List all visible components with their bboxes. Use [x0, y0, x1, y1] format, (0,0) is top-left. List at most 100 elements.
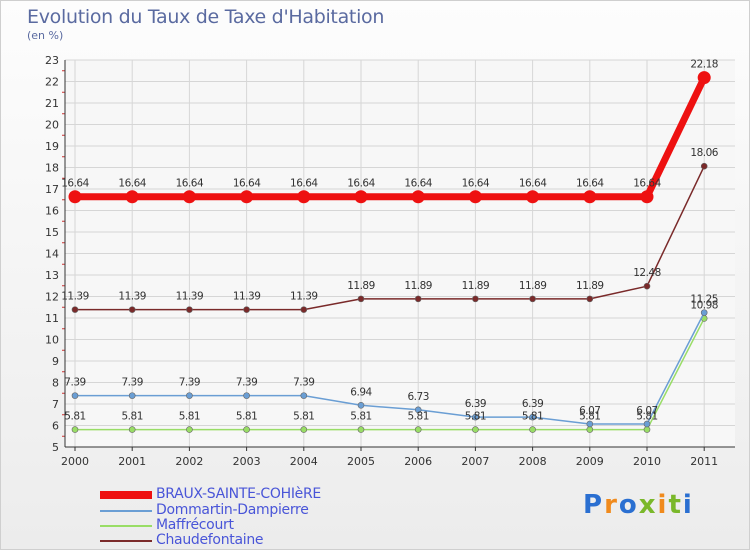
data-label: 6.07 — [579, 405, 600, 417]
data-point — [240, 190, 254, 204]
y-tick-label: 16 — [45, 205, 59, 218]
y-tick-label: 19 — [45, 140, 59, 153]
data-label: 7.39 — [122, 377, 143, 389]
data-point — [414, 295, 422, 303]
data-point — [128, 426, 136, 433]
data-point — [186, 306, 193, 313]
data-point — [354, 190, 368, 204]
series-line — [75, 76, 708, 201]
y-tick-label: 7 — [52, 398, 59, 411]
data-label: 7.39 — [236, 377, 257, 389]
data-label: 7.39 — [293, 377, 314, 389]
data-label: 5.81 — [64, 411, 85, 423]
data-label: 5.81 — [579, 411, 600, 423]
x-tick-label: 2001 — [118, 455, 146, 468]
data-point — [182, 190, 196, 204]
x-tick-label: 2011 — [690, 455, 718, 468]
data-point — [472, 295, 479, 303]
data-label: 16.64 — [633, 178, 661, 190]
data-label: 11.39 — [290, 291, 318, 303]
data-point — [529, 426, 536, 433]
data-point — [243, 306, 250, 313]
data-label: 5.81 — [179, 411, 200, 423]
data-point — [300, 392, 308, 399]
legend-label-braux: BRAUX-SAINTE-COHIèRE — [156, 486, 321, 502]
data-point — [128, 306, 136, 313]
data-point — [586, 295, 594, 303]
x-tick-label: 2007 — [461, 455, 489, 468]
data-label: 11.39 — [61, 291, 89, 303]
x-tick-label: 2003 — [233, 455, 261, 468]
y-tick-label: 18 — [45, 162, 59, 175]
data-label: 5.81 — [636, 411, 657, 423]
series-line — [75, 165, 705, 311]
data-point — [583, 190, 597, 204]
legend-swatch-chaudefontaine — [100, 540, 152, 542]
data-label: 22.18 — [690, 59, 718, 71]
data-label: 5.81 — [122, 411, 143, 423]
series-line — [75, 318, 705, 431]
data-label: 5.81 — [293, 411, 314, 423]
x-tick-label: 2008 — [519, 455, 547, 468]
data-label: 16.64 — [176, 178, 204, 190]
data-label: 16.64 — [347, 178, 375, 190]
data-label: 16.64 — [290, 178, 318, 190]
y-tick-label: 21 — [45, 97, 59, 110]
data-label: 16.64 — [118, 178, 146, 190]
data-label: 6.94 — [350, 386, 372, 398]
data-point — [186, 392, 193, 399]
data-label: 16.64 — [462, 178, 490, 190]
data-point — [71, 392, 79, 399]
data-point — [68, 190, 82, 204]
data-label: 5.81 — [408, 411, 429, 423]
y-tick-label: 23 — [45, 54, 59, 67]
legend-swatch-dommartin — [100, 510, 152, 512]
data-label: 11.39 — [118, 291, 146, 303]
y-tick-label: 6 — [52, 420, 59, 433]
data-point — [243, 426, 250, 433]
data-label: 16.64 — [404, 178, 432, 190]
y-tick-label: 17 — [45, 183, 59, 196]
data-point — [411, 190, 425, 204]
data-label: 6.07 — [636, 405, 657, 417]
logo-letter: r — [604, 490, 619, 520]
data-label: 7.39 — [64, 377, 85, 389]
y-tick-label: 9 — [52, 355, 59, 368]
data-label: 6.39 — [522, 398, 543, 410]
data-label: 11.89 — [347, 280, 375, 292]
legend-label-maffrecourt: Maffrécourt — [156, 517, 234, 533]
data-point — [300, 306, 308, 313]
data-point — [414, 406, 422, 414]
data-point — [357, 426, 365, 433]
data-point — [586, 426, 594, 433]
x-tick-label: 2009 — [576, 455, 604, 468]
data-label: 6.73 — [408, 391, 429, 403]
y-tick-label: 14 — [45, 248, 59, 261]
data-point — [472, 426, 479, 433]
data-point — [697, 71, 711, 85]
proxiti-logo: Proxiti — [583, 490, 694, 520]
y-tick-label: 20 — [45, 119, 59, 132]
logo-letter: t — [668, 490, 683, 520]
y-tick-label: 22 — [45, 76, 59, 89]
data-label: 5.81 — [465, 411, 486, 423]
data-label: 16.64 — [519, 178, 547, 190]
data-point — [529, 413, 536, 421]
data-point — [472, 413, 479, 421]
legend-swatch-maffrecourt — [100, 525, 152, 527]
data-point — [643, 282, 651, 290]
data-label: 12.48 — [633, 267, 661, 279]
logo-letter: o — [618, 490, 639, 520]
data-point — [300, 426, 308, 433]
data-label: 5.81 — [522, 411, 543, 423]
data-point — [526, 190, 540, 204]
data-label: 7.39 — [179, 377, 200, 389]
legend-label-chaudefontaine: Chaudefontaine — [156, 532, 264, 548]
y-tick-label: 15 — [45, 226, 59, 239]
data-label: 11.89 — [404, 280, 432, 292]
data-label: 11.39 — [233, 291, 261, 303]
y-tick-label: 5 — [52, 441, 59, 454]
y-tick-label: 13 — [45, 269, 59, 282]
chart-unit-label: (en %) — [27, 29, 64, 42]
